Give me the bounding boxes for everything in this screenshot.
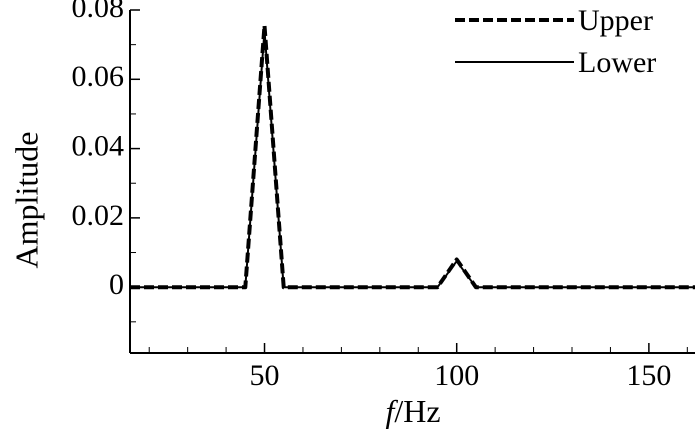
legend-label-upper: Upper: [578, 4, 653, 37]
ticks: 50 100 150 0 0.02 0.04 0.06 0.08: [72, 0, 688, 392]
legend-label-lower: Lower: [578, 46, 656, 79]
series-line-lower: [130, 29, 695, 289]
x-axis-title-unit: /Hz: [394, 393, 440, 429]
plot-lines: [130, 23, 695, 290]
x-tick-label: 100: [434, 359, 479, 392]
x-tick-label: 50: [250, 359, 280, 392]
y-tick-label: 0.02: [72, 199, 125, 232]
y-tick-label: 0.06: [72, 60, 125, 93]
y-tick-label: 0: [109, 268, 124, 301]
y-axis-title: Amplitude: [8, 132, 44, 269]
y-tick-label: 0.08: [72, 0, 125, 24]
axes: [129, 10, 695, 354]
x-axis-title: f/Hz: [385, 393, 440, 429]
legend: Upper Lower: [455, 4, 656, 79]
x-tick-label: 150: [626, 359, 671, 392]
y-tick-label: 0.04: [72, 129, 125, 162]
